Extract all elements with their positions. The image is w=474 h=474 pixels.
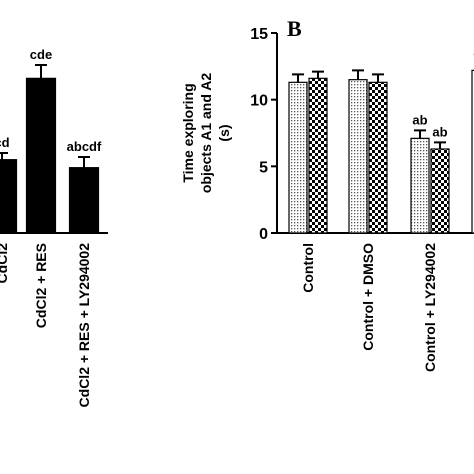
bar: [368, 81, 388, 234]
bar: [25, 77, 57, 234]
y-tick-label: 5: [259, 159, 268, 176]
bar: [410, 137, 430, 234]
y-tick-label: 15: [250, 26, 268, 43]
bar: [68, 167, 100, 234]
error-bar: [35, 64, 47, 79]
annotation: cd: [0, 135, 10, 150]
x-tick-label: CdCl2 + RES + LY294002: [76, 243, 92, 408]
error-bar: [352, 69, 364, 80]
bar: [471, 69, 474, 234]
annotation: abcdf: [67, 139, 102, 154]
error-bar: [292, 73, 304, 83]
x-tick-label: CdCl2 + RES: [33, 243, 49, 328]
x-tick-label: Control + LY294002: [422, 243, 438, 372]
y-axis-label: Time exploring: [180, 83, 196, 182]
annotation: ab: [432, 124, 447, 139]
error-bar: [434, 141, 446, 149]
error-bar: [312, 70, 324, 79]
bar: [0, 159, 18, 234]
annotation: cde: [30, 47, 52, 62]
bar: [308, 77, 328, 234]
error-bar: [78, 156, 90, 168]
bar: [288, 81, 308, 234]
x-tick-label: Control + DMSO: [360, 243, 376, 351]
x-tick-label: Control: [300, 243, 316, 293]
panel-label: B: [287, 16, 302, 41]
x-tick-label: CdCl2: [0, 243, 10, 284]
y-axis-label: (s): [216, 124, 232, 141]
y-axis-label: objects A1 and A2: [198, 73, 214, 194]
error-bar: [372, 73, 384, 83]
error-bar: [0, 152, 8, 160]
error-bar: [414, 129, 426, 139]
annotation: ab: [412, 112, 427, 127]
bar: [430, 148, 450, 234]
bar: [348, 79, 368, 234]
y-tick-label: 10: [250, 93, 268, 110]
y-tick-label: 0: [259, 226, 268, 243]
